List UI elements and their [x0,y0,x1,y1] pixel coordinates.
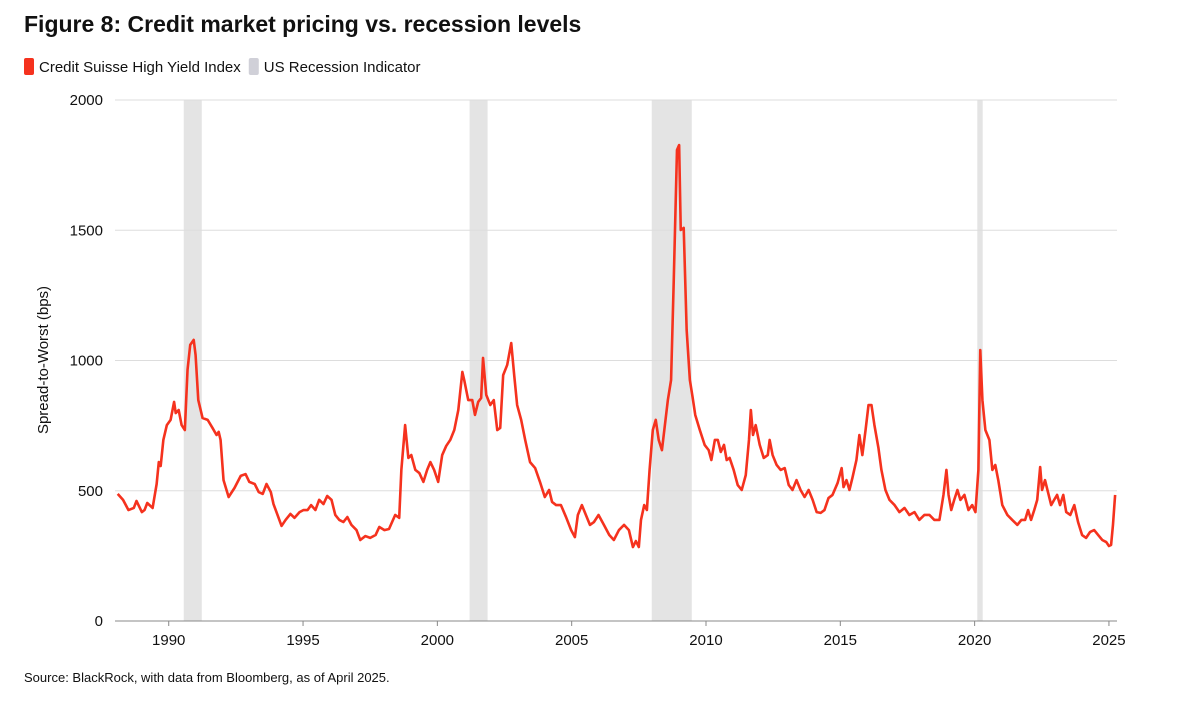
y-axis-label: Spread-to-Worst (bps) [35,286,52,434]
legend-label: US Recession Indicator [264,59,421,76]
chart-title: Figure 8: Credit market pricing vs. rece… [24,11,581,37]
x-tick-label: 2010 [689,632,722,649]
x-tick-label: 2025 [1092,632,1125,649]
source-note: Source: BlackRock, with data from Bloomb… [24,670,390,685]
legend-label: Credit Suisse High Yield Index [39,59,241,76]
x-tick-label: 2005 [555,632,588,649]
legend-swatch [248,58,259,75]
y-tick-label: 1500 [70,222,103,239]
x-tick-label: 2000 [421,632,454,649]
y-tick-label: 2000 [70,92,103,109]
x-tick-label: 2020 [958,632,991,649]
legend: Credit Suisse High Yield Index US Recessi… [24,58,421,76]
x-tick-label: 2015 [824,632,857,649]
y-tick-label: 500 [78,483,103,500]
y-tick-label: 0 [95,613,103,630]
x-tick-label: 1995 [286,632,319,649]
y-tick-label: 1000 [70,353,103,370]
legend-swatch [24,58,34,75]
x-tick-label: 1990 [152,632,185,649]
line-series [116,143,1117,549]
